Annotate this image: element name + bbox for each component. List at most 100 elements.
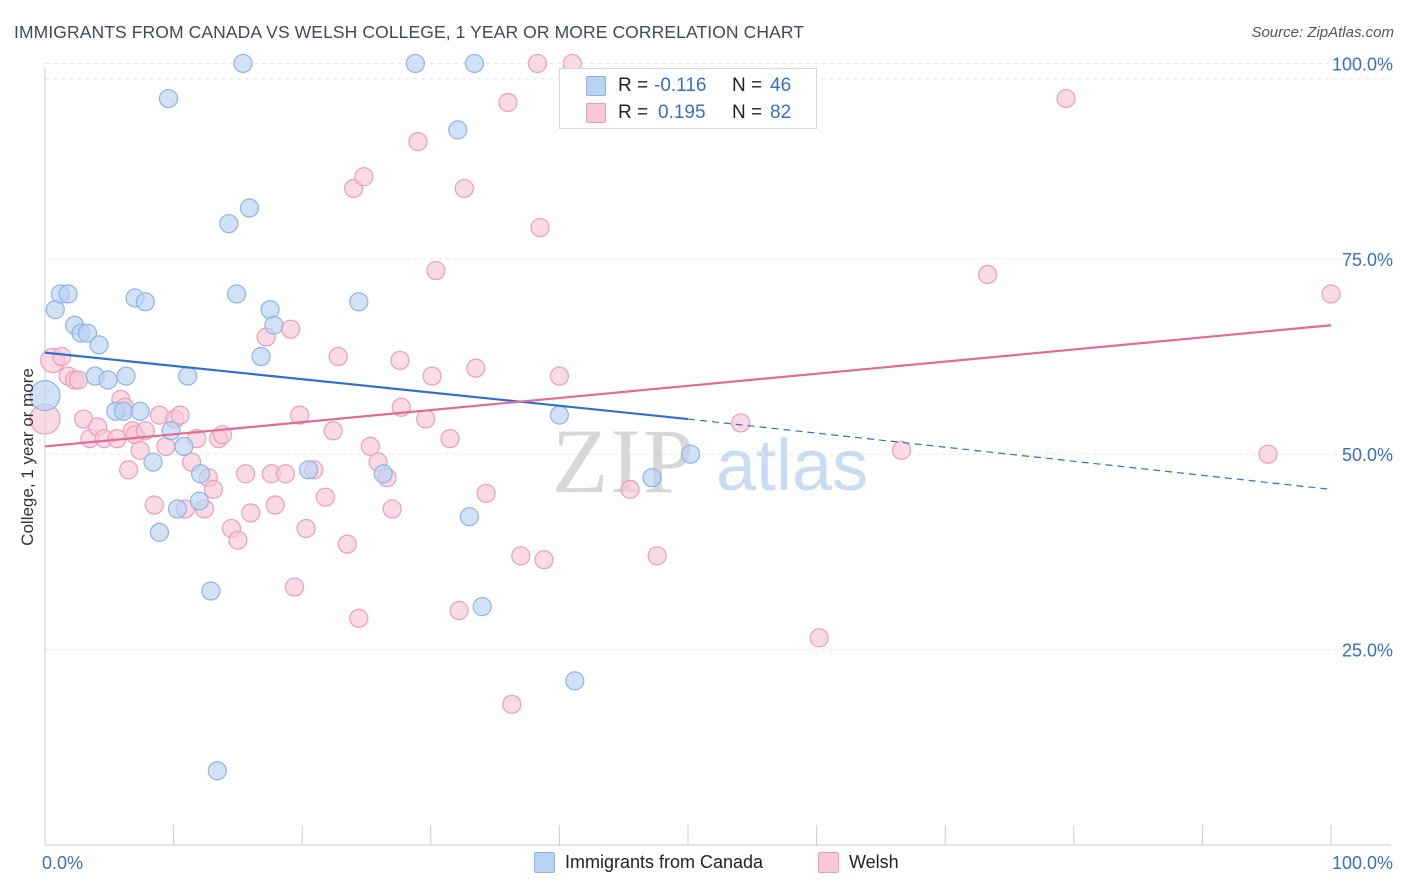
welsh-point <box>549 366 570 386</box>
axes <box>44 68 1391 846</box>
legend-r-label: R = <box>618 102 649 123</box>
welsh-point <box>118 460 139 480</box>
grid-lines <box>45 62 1391 651</box>
canada-point <box>143 452 163 472</box>
welsh-point <box>498 92 518 113</box>
welsh-point <box>440 428 460 449</box>
canada-point <box>191 464 211 484</box>
legend-label-welsh: Welsh <box>849 852 899 872</box>
canada-point <box>260 300 280 320</box>
welsh-point <box>809 628 829 648</box>
welsh-point <box>422 366 442 386</box>
canada-point <box>135 292 155 312</box>
welsh-point <box>978 264 998 285</box>
canada-point <box>113 401 134 421</box>
legend-item-canada: Immigrants from Canada <box>534 852 763 873</box>
canada-point <box>58 284 78 304</box>
y-tick-label: 50.0% <box>1342 445 1393 465</box>
welsh-point <box>170 405 190 425</box>
legend-swatch-blue <box>586 76 606 96</box>
y-tick-label: 25.0% <box>1342 641 1393 661</box>
welsh-point <box>323 421 343 441</box>
y-tick-label: 75.0% <box>1342 250 1393 270</box>
canada-point <box>207 761 227 781</box>
welsh-point <box>530 217 550 238</box>
canada-point <box>116 366 136 386</box>
welsh-point <box>416 409 436 429</box>
canada-point <box>233 53 253 74</box>
welsh-point <box>454 178 474 199</box>
welsh-point <box>203 479 224 499</box>
canada-point <box>178 366 198 386</box>
legend-r-value: 0.195 <box>658 102 706 123</box>
welsh-point <box>315 487 335 507</box>
axis-labels: 25.0% 50.0% 75.0% 100.0% 0.0% 100.0% College, … <box>18 54 1393 873</box>
canada-point <box>239 198 260 218</box>
canada-point <box>89 335 109 355</box>
canada-point <box>459 507 479 527</box>
chart-source: Source: ZipAtlas.com <box>1251 24 1394 41</box>
welsh-point <box>891 440 912 460</box>
welsh-points <box>29 53 1341 714</box>
correlation-legend: R = -0.116 N = 46 R = 0.195 N = 82 <box>559 68 817 129</box>
x-tick-label: 100.0% <box>1332 853 1393 873</box>
welsh-point <box>241 503 261 523</box>
welsh-point <box>296 518 316 539</box>
canada-point <box>680 444 701 464</box>
welsh-point <box>731 413 751 433</box>
canada-point <box>98 370 118 390</box>
canada-point <box>189 491 209 511</box>
welsh-point <box>449 600 469 621</box>
welsh-point <box>466 358 486 378</box>
welsh-point <box>476 483 496 503</box>
canada-point <box>448 120 468 140</box>
legend-swatch-blue <box>534 852 555 873</box>
welsh-point <box>284 577 305 597</box>
canada-points <box>29 53 701 781</box>
welsh-point <box>265 495 285 515</box>
canada-point <box>158 89 179 109</box>
canada-point <box>299 460 319 480</box>
x-tick-label: 0.0% <box>42 853 83 873</box>
welsh-point <box>426 260 446 281</box>
welsh-point <box>408 132 428 152</box>
welsh-point <box>534 550 554 570</box>
canada-point <box>77 323 98 343</box>
welsh-point <box>360 436 380 457</box>
welsh-point <box>382 499 402 519</box>
watermark: ZIP atlas <box>552 410 868 512</box>
canada-point <box>264 315 284 335</box>
canada-point <box>161 421 181 441</box>
welsh-point <box>275 464 296 484</box>
welsh-point <box>52 346 72 367</box>
welsh-point <box>236 464 256 484</box>
series-legend: Immigrants from Canada Welsh <box>0 852 1406 878</box>
welsh-point <box>144 495 164 515</box>
welsh-point <box>647 546 667 566</box>
welsh-point <box>130 440 150 460</box>
welsh-point <box>527 53 548 74</box>
canada-point <box>464 53 485 74</box>
legend-swatch-pink <box>586 103 606 123</box>
legend-r-label: R = <box>618 75 649 96</box>
welsh-point <box>1258 444 1278 464</box>
canada-point <box>472 597 492 617</box>
welsh-point <box>390 350 410 371</box>
legend-n-value: 82 <box>770 102 792 123</box>
canada-point <box>405 53 425 74</box>
watermark-atlas: atlas <box>716 426 868 506</box>
canada-point <box>373 464 393 484</box>
legend-swatch-pink <box>818 852 839 873</box>
welsh-point <box>354 167 374 187</box>
legend-n-label: N = <box>732 75 763 96</box>
canada-point <box>565 671 585 691</box>
legend-n-label: N = <box>732 102 763 123</box>
canada-point <box>174 436 194 457</box>
canada-point <box>149 522 170 542</box>
welsh-point <box>511 546 531 566</box>
welsh-trend-line <box>44 324 1332 448</box>
welsh-point <box>328 346 348 367</box>
welsh-point <box>281 319 301 339</box>
canada-point <box>29 380 61 412</box>
